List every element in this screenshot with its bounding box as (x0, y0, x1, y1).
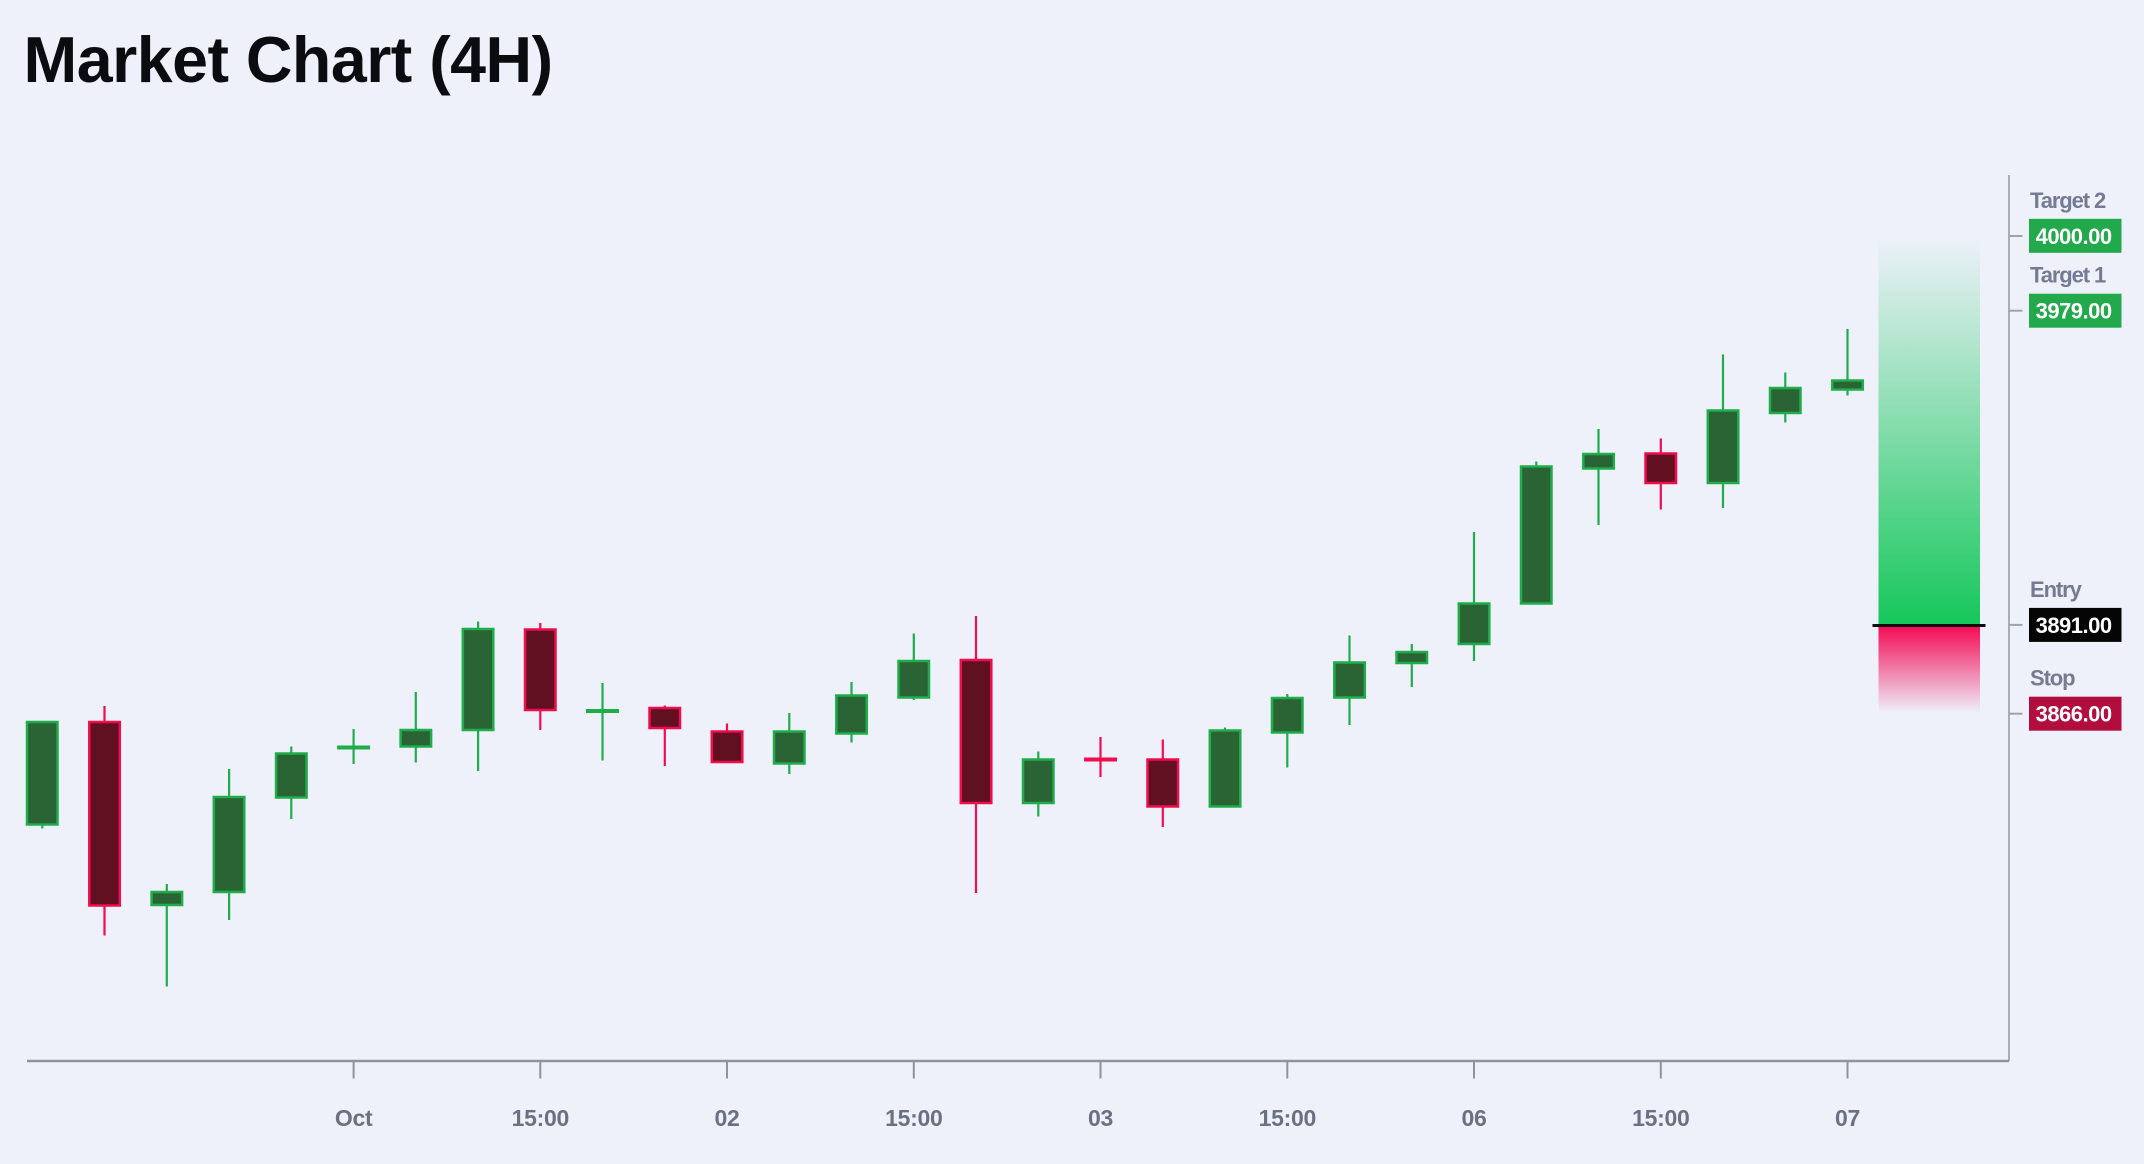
svg-text:Market Chart (4H): Market Chart (4H) (24, 24, 553, 96)
svg-text:03: 03 (1088, 1105, 1113, 1131)
svg-text:Oct: Oct (335, 1105, 373, 1131)
svg-text:3866.00: 3866.00 (2036, 702, 2112, 727)
svg-text:Stop: Stop (2030, 666, 2075, 691)
svg-text:Entry: Entry (2030, 577, 2083, 602)
svg-text:4000.00: 4000.00 (2036, 224, 2112, 249)
svg-text:02: 02 (715, 1105, 740, 1131)
svg-text:15:00: 15:00 (885, 1105, 942, 1131)
svg-text:Target 2: Target 2 (2030, 188, 2106, 213)
svg-text:Target 1: Target 1 (2030, 263, 2106, 288)
svg-text:06: 06 (1462, 1105, 1487, 1131)
svg-text:15:00: 15:00 (1259, 1105, 1316, 1131)
svg-text:15:00: 15:00 (1632, 1105, 1689, 1131)
svg-text:15:00: 15:00 (512, 1105, 569, 1131)
svg-text:07: 07 (1835, 1105, 1860, 1131)
svg-text:3979.00: 3979.00 (2036, 299, 2112, 324)
svg-text:3891.00: 3891.00 (2036, 613, 2112, 638)
